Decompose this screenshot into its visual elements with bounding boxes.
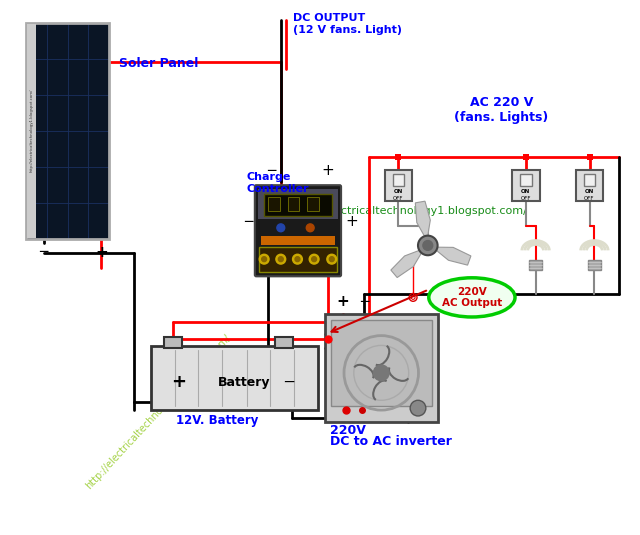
Circle shape (307, 224, 314, 232)
Bar (268, 197, 280, 211)
Polygon shape (391, 249, 424, 278)
Bar (152, 346, 318, 410)
Circle shape (292, 254, 302, 264)
Bar (261, 235, 335, 246)
Bar (331, 320, 432, 406)
Bar (259, 189, 338, 219)
Text: Charge
Controller: Charge Controller (246, 172, 309, 194)
Text: ─: ─ (40, 246, 48, 259)
Text: AC 220 V
(fans. Lights): AC 220 V (fans. Lights) (454, 96, 548, 124)
Circle shape (276, 254, 285, 264)
Text: DC to AC inverter: DC to AC inverter (330, 435, 452, 448)
Text: 220V: 220V (330, 424, 365, 437)
Bar (26, 23, 109, 239)
Text: +: + (336, 294, 349, 309)
Bar (512, 170, 540, 201)
Bar (259, 247, 337, 272)
Text: ON: ON (521, 189, 531, 194)
Text: ─: ─ (360, 295, 368, 309)
Polygon shape (415, 201, 430, 241)
Bar (576, 170, 604, 201)
Bar (164, 337, 182, 348)
Circle shape (327, 254, 337, 264)
Bar (392, 174, 404, 186)
Bar (264, 195, 332, 216)
Bar (26, 23, 109, 239)
Bar (529, 260, 543, 270)
Text: ON: ON (394, 189, 403, 194)
Text: +: + (95, 245, 108, 260)
Text: OFF: OFF (520, 196, 531, 201)
Text: ON: ON (585, 189, 594, 194)
Circle shape (330, 257, 334, 262)
Circle shape (410, 400, 426, 416)
Circle shape (278, 257, 284, 262)
Text: 12V. Battery: 12V. Battery (176, 414, 259, 427)
Bar (588, 260, 601, 270)
Text: http://electricaltechnology1.blogspot.com/: http://electricaltechnology1.blogspot.co… (29, 89, 33, 172)
Text: http://electricaltechnology1.blogspot.com/: http://electricaltechnology1.blogspot.co… (84, 333, 232, 491)
Text: +: + (345, 214, 358, 229)
Text: ─: ─ (244, 215, 253, 229)
Text: ─: ─ (284, 374, 293, 389)
Text: +: + (321, 163, 334, 178)
Text: +: + (172, 373, 186, 391)
Bar (325, 314, 438, 422)
Bar (275, 337, 292, 348)
Circle shape (295, 257, 300, 262)
Circle shape (309, 254, 319, 264)
Text: OFF: OFF (393, 196, 404, 201)
Polygon shape (433, 247, 471, 265)
Bar (307, 197, 319, 211)
Text: Soler Panel: Soler Panel (119, 57, 198, 70)
Bar (27, 24, 36, 238)
FancyBboxPatch shape (255, 185, 341, 276)
Bar (385, 170, 412, 201)
Text: 220V
AC Output: 220V AC Output (442, 287, 502, 308)
Bar (287, 197, 300, 211)
Text: Battery: Battery (218, 376, 271, 388)
Circle shape (423, 241, 433, 250)
Ellipse shape (429, 278, 515, 317)
Circle shape (277, 224, 285, 232)
Text: OFF: OFF (584, 196, 595, 201)
Circle shape (373, 365, 389, 381)
Circle shape (262, 257, 267, 262)
Text: DC OUTPUT
(12 V fans. Light): DC OUTPUT (12 V fans. Light) (292, 13, 401, 35)
Bar (584, 174, 595, 186)
Bar (520, 174, 532, 186)
Circle shape (259, 254, 269, 264)
Circle shape (418, 235, 438, 255)
Circle shape (312, 257, 317, 262)
Text: http://electricaltechnology1.blogspot.com/: http://electricaltechnology1.blogspot.co… (290, 206, 527, 216)
Text: ─: ─ (267, 164, 275, 178)
